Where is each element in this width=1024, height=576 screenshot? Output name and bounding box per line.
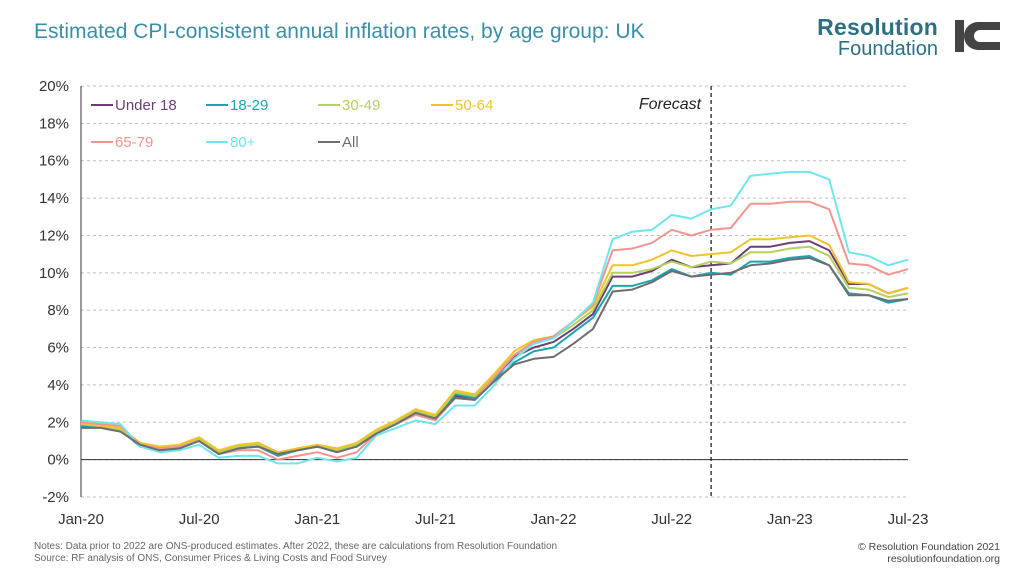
x-tick-label: Jul-22 — [651, 511, 692, 528]
x-tick-label: Jan-23 — [767, 511, 813, 528]
brand-name: Resolution Foundation — [817, 14, 938, 60]
x-tick-label: Jan-21 — [294, 511, 340, 528]
brand-line-2: Foundation — [837, 38, 938, 60]
legend-label: All — [342, 134, 359, 151]
footer-note-1: Notes: Data prior to 2022 are ONS-produc… — [34, 541, 558, 552]
y-tick-label: 2% — [47, 414, 69, 431]
y-tick-label: 6% — [47, 340, 69, 357]
series-line-30-49 — [80, 245, 909, 455]
x-tick-label: Jul-20 — [179, 511, 220, 528]
series-line-65-79 — [80, 200, 909, 461]
forecast-annotation: Forecast — [639, 96, 702, 113]
footer-note-2: Source: RF analysis of ONS, Consumer Pri… — [34, 553, 387, 564]
series-line-18-29 — [81, 255, 909, 457]
y-tick-label: 16% — [39, 153, 69, 170]
series-line-80- — [80, 170, 909, 465]
series-line-50-64 — [80, 234, 909, 454]
legend-label: 80+ — [230, 134, 256, 151]
legend-label: 30-49 — [342, 97, 380, 114]
y-tick-label: 20% — [39, 78, 69, 95]
website-link[interactable]: resolutionfoundation.org — [887, 553, 1000, 565]
chart-title: Estimated CPI-consistent annual inflatio… — [34, 20, 645, 43]
y-tick-label: 14% — [39, 190, 69, 207]
x-tick-label: Jan-20 — [58, 511, 104, 528]
x-tick-label: Jul-21 — [415, 511, 456, 528]
x-tick-label: Jul-23 — [888, 511, 929, 528]
y-tick-label: 4% — [47, 377, 69, 394]
footer-notes: Notes: Data prior to 2022 are ONS-produc… — [34, 541, 557, 565]
y-tick-label: 0% — [47, 452, 69, 469]
brand-line-1: Resolution — [817, 14, 938, 40]
footer-copyright: © Resolution Foundation 2021 resolutionf… — [858, 541, 1000, 565]
y-tick-label: -2% — [42, 489, 69, 506]
y-tick-label: 8% — [47, 302, 69, 319]
legend-label: 18-29 — [230, 97, 268, 114]
legend-label: Under 18 — [115, 97, 177, 114]
legend-label: 50-64 — [455, 97, 493, 114]
y-tick-label: 12% — [39, 227, 69, 244]
legend-label: 65-79 — [115, 134, 153, 151]
y-tick-label: 10% — [39, 265, 69, 282]
ic-logo-icon — [955, 20, 1000, 52]
series-line-all — [81, 256, 909, 455]
y-tick-label: 18% — [39, 115, 69, 132]
x-tick-label: Jan-22 — [531, 511, 577, 528]
copyright-text: © Resolution Foundation 2021 — [857, 541, 1000, 553]
